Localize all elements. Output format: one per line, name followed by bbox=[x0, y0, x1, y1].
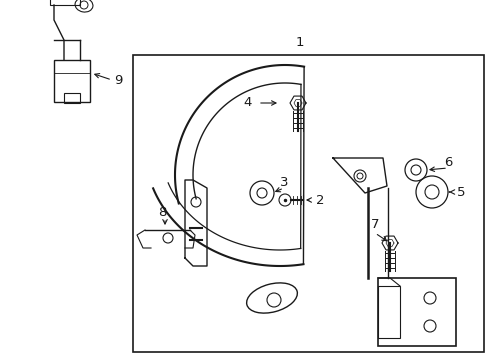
Bar bbox=[64, 93, 80, 103]
Bar bbox=[50, 0, 80, 5]
Text: 4: 4 bbox=[244, 96, 252, 109]
Text: 1: 1 bbox=[295, 36, 304, 49]
Text: 7: 7 bbox=[370, 219, 379, 231]
Bar bbox=[377, 278, 455, 346]
Text: 3: 3 bbox=[279, 176, 287, 189]
Text: 5: 5 bbox=[456, 185, 464, 198]
Bar bbox=[54, 60, 90, 102]
Text: 9: 9 bbox=[114, 73, 122, 86]
Text: 8: 8 bbox=[158, 206, 166, 219]
Text: 2: 2 bbox=[315, 194, 324, 207]
Bar bbox=[133, 55, 483, 352]
Bar bbox=[377, 286, 399, 338]
Text: 6: 6 bbox=[443, 157, 451, 170]
